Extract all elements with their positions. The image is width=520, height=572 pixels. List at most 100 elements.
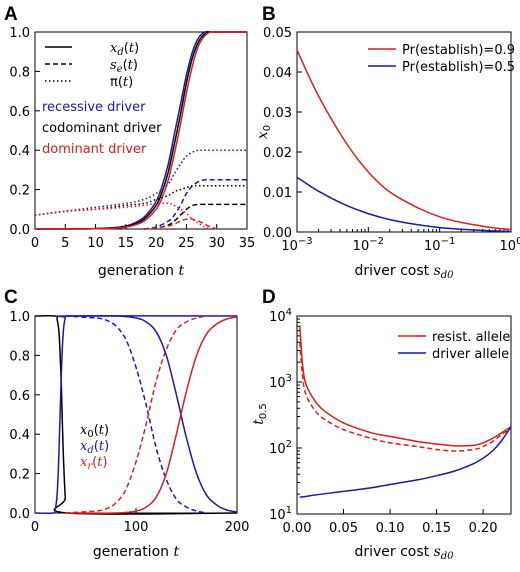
- series-line: [65, 316, 238, 514]
- panel-d-series: [299, 325, 512, 498]
- panel-c-tag: C: [4, 287, 18, 308]
- panel-b-ylabel: x0: [255, 125, 273, 139]
- y-tick-label: 103: [269, 373, 292, 391]
- y-tick-label: 0.02: [263, 146, 292, 161]
- panel-d-ticks: 0.00 0.05 0.10 0.15 0.20 101 102 103 104: [269, 307, 497, 536]
- panel-c-xlabel: generation t: [93, 544, 180, 560]
- panel-b: B 10−3 10−2 10−1 100 0.00 0.01 0.02 0.03 0.04 0.0…: [255, 4, 520, 281]
- series-line: [299, 342, 512, 452]
- y-tick-label: 0.03: [263, 106, 292, 121]
- panel-d: D 0.00 0.05 0.10 0.15 0.20 101 102 103 104 resis…: [251, 287, 512, 562]
- panel-d-legend: resist. allele driver allele: [398, 330, 510, 362]
- panel-c: C 0 100 200 0.0 0.2 0.4 0.6 0.8 1.0 x0(t) xd(t) …: [4, 287, 249, 560]
- panel-a-series: [34, 30, 247, 230]
- panel-a: A 0 5 10 15 20 25 30 35 0.0 0.2 0.4 0.6 0.8 1.0 xd(t)…: [4, 4, 255, 279]
- legend-se: se(t): [110, 58, 138, 75]
- y-tick-label: 0.4: [9, 144, 30, 159]
- x-tick-label: 0.15: [422, 521, 451, 536]
- panel-d-tag: D: [262, 287, 276, 308]
- y-tick-label: 0.8: [9, 349, 30, 364]
- y-tick-label: 0.00: [263, 226, 292, 241]
- y-tick-label: 1.0: [9, 310, 30, 325]
- x-tick-label: 5: [61, 236, 69, 251]
- legend-xd-c: xd(t): [80, 439, 109, 456]
- y-tick-label: 0.6: [9, 105, 30, 120]
- panel-a-legend: xd(t) se(t) π(t): [45, 41, 139, 90]
- series-line: [299, 325, 512, 447]
- series-line: [65, 315, 207, 514]
- x-tick-label: 30: [208, 236, 225, 251]
- panel-b-series: [296, 49, 512, 233]
- legend-x0: x0(t): [80, 423, 109, 440]
- x-tick-label: 0.10: [376, 521, 405, 536]
- legend-establish-05: Pr(establish)=0.5: [402, 60, 515, 75]
- legend-establish-09: Pr(establish)=0.9: [402, 43, 515, 58]
- annotation-codominant: codominant driver: [42, 121, 162, 136]
- annotation-recessive: recessive driver: [42, 100, 146, 115]
- y-tick-label: 0.8: [9, 65, 30, 80]
- panel-c-legend: x0(t) xd(t) xr(t): [80, 423, 109, 472]
- panel-a-ticks: 0 5 10 15 20 25 30 35 0.0 0.2 0.4 0.6 0.8 1.0: [9, 26, 255, 251]
- y-tick-label: 104: [269, 307, 292, 325]
- series-line: [65, 315, 207, 514]
- y-tick-label: 0.6: [9, 389, 30, 404]
- x-tick-label: 0: [31, 236, 39, 251]
- x-tick-label: 10: [87, 236, 104, 251]
- x-tick-label: 0.05: [329, 521, 358, 536]
- y-tick-label: 0.0: [9, 507, 30, 522]
- x-tick-label: 10−2: [353, 236, 384, 254]
- series-line: [296, 176, 512, 233]
- panel-c-frame: [34, 315, 238, 514]
- panel-a-tag: A: [4, 4, 18, 25]
- legend-xd: xd(t): [110, 41, 139, 58]
- panel-b-tag: B: [262, 4, 276, 25]
- x-tick-label: 20: [148, 236, 165, 251]
- x-tick-label: 100: [124, 520, 149, 535]
- panel-b-ticks: 10−3 10−2 10−1 100 0.00 0.01 0.02 0.03 0.04 0.05: [263, 26, 520, 254]
- x-tick-label: 0.20: [469, 521, 498, 536]
- y-tick-label: 102: [269, 439, 292, 457]
- x-tick-label: 15: [118, 236, 135, 251]
- panel-d-frame: [296, 315, 512, 515]
- legend-resist-allele: resist. allele: [432, 330, 510, 345]
- series-line: [34, 202, 211, 230]
- series-line: [65, 315, 238, 513]
- x-tick-label: 0: [31, 520, 39, 535]
- series-line: [143, 178, 247, 230]
- panel-c-series: [34, 314, 238, 515]
- x-tick-label: 100: [500, 236, 520, 254]
- panel-a-xlabel: generation t: [98, 263, 185, 279]
- panel-c-ticks: 0 100 200 0.0 0.2 0.4 0.6 0.8 1.0: [9, 310, 249, 535]
- series-line: [34, 315, 238, 515]
- y-tick-label: 101: [269, 505, 292, 523]
- annotation-dominant: dominant driver: [42, 142, 147, 157]
- panel-d-xlabel: driver cost sd0: [354, 544, 454, 562]
- series-line: [34, 30, 247, 230]
- series-line: [34, 314, 238, 515]
- legend-driver-allele: driver allele: [432, 347, 509, 362]
- panel-d-ylabel: t0.5: [251, 403, 269, 425]
- series-line: [299, 426, 512, 498]
- series-line: [143, 203, 247, 230]
- legend-pi: π(t): [110, 75, 133, 90]
- y-tick-label: 0.2: [9, 468, 30, 483]
- y-tick-label: 0.05: [263, 26, 292, 41]
- x-tick-label: 10−3: [281, 236, 312, 254]
- series-line: [34, 149, 247, 216]
- legend-xr: xr(t): [80, 455, 108, 472]
- y-tick-label: 0.04: [263, 66, 292, 81]
- x-tick-label: 10−1: [424, 236, 455, 254]
- x-tick-label: 200: [225, 520, 250, 535]
- y-tick-label: 0.4: [9, 428, 30, 443]
- x-tick-label: 35: [239, 236, 256, 251]
- y-tick-label: 0.2: [9, 184, 30, 199]
- x-tick-label: 25: [178, 236, 195, 251]
- panel-b-legend: Pr(establish)=0.9 Pr(establish)=0.5: [368, 43, 515, 75]
- panel-a-frame: [34, 31, 248, 230]
- y-tick-label: 0.0: [9, 223, 30, 238]
- series-line: [143, 218, 217, 230]
- panel-b-frame: [296, 31, 512, 233]
- y-tick-label: 0.01: [263, 186, 292, 201]
- panel-b-xlabel: driver cost sd0: [354, 263, 454, 281]
